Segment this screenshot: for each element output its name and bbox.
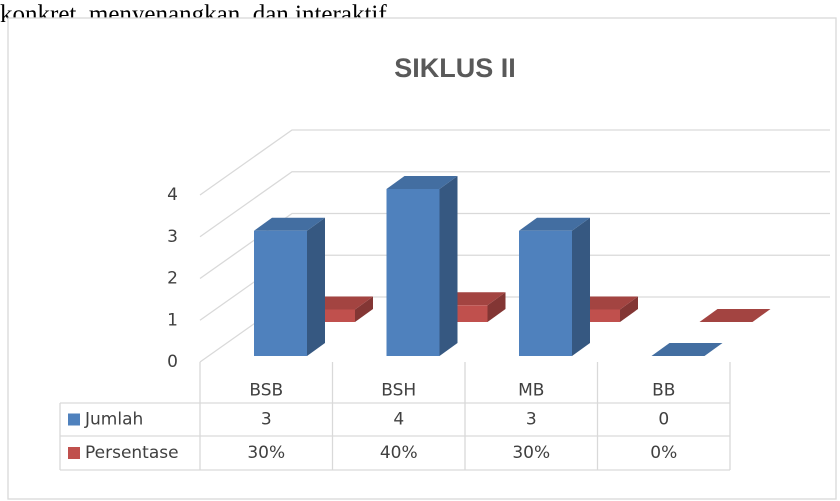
x-tick-label: BSH <box>381 381 416 401</box>
legend-key <box>68 413 80 426</box>
table-value: 3 <box>261 410 272 430</box>
grid-line <box>199 171 830 238</box>
x-tick-label: BSB <box>249 381 283 401</box>
table-value: 4 <box>393 410 404 430</box>
table-value: 0% <box>650 443 677 463</box>
grid-line <box>199 129 830 196</box>
table-value: 30% <box>512 443 550 463</box>
grid-line <box>199 212 830 280</box>
table-value: 3 <box>526 410 537 430</box>
bar-top <box>254 217 325 231</box>
bar-side <box>439 176 458 356</box>
bar <box>519 230 572 356</box>
legend-key <box>68 447 80 459</box>
bar-side <box>355 296 373 322</box>
y-tick-label: 2 <box>167 269 178 289</box>
bar-top <box>519 217 590 231</box>
bar-side <box>572 217 590 356</box>
table-value: 0 <box>658 410 669 430</box>
bar-top <box>699 309 771 322</box>
legend-label: Jumlah <box>84 410 143 430</box>
bar-side <box>487 292 506 322</box>
bar-top <box>386 176 458 189</box>
y-tick-label: 0 <box>167 352 178 372</box>
bar-side <box>620 296 638 322</box>
x-tick-label: BB <box>652 381 675 401</box>
bar <box>254 230 307 356</box>
y-tick-label: 1 <box>167 310 178 330</box>
bar <box>386 189 440 356</box>
y-tick-label: 4 <box>167 185 178 205</box>
bar-top <box>651 343 723 356</box>
table-value: 40% <box>380 443 418 463</box>
chart-title: SIKLUS II <box>394 53 516 83</box>
x-tick-label: MB <box>518 381 544 401</box>
table-value: 30% <box>247 443 285 463</box>
bar-side <box>307 217 325 356</box>
legend-label: Persentase <box>85 443 179 463</box>
y-tick-label: 3 <box>167 227 178 247</box>
